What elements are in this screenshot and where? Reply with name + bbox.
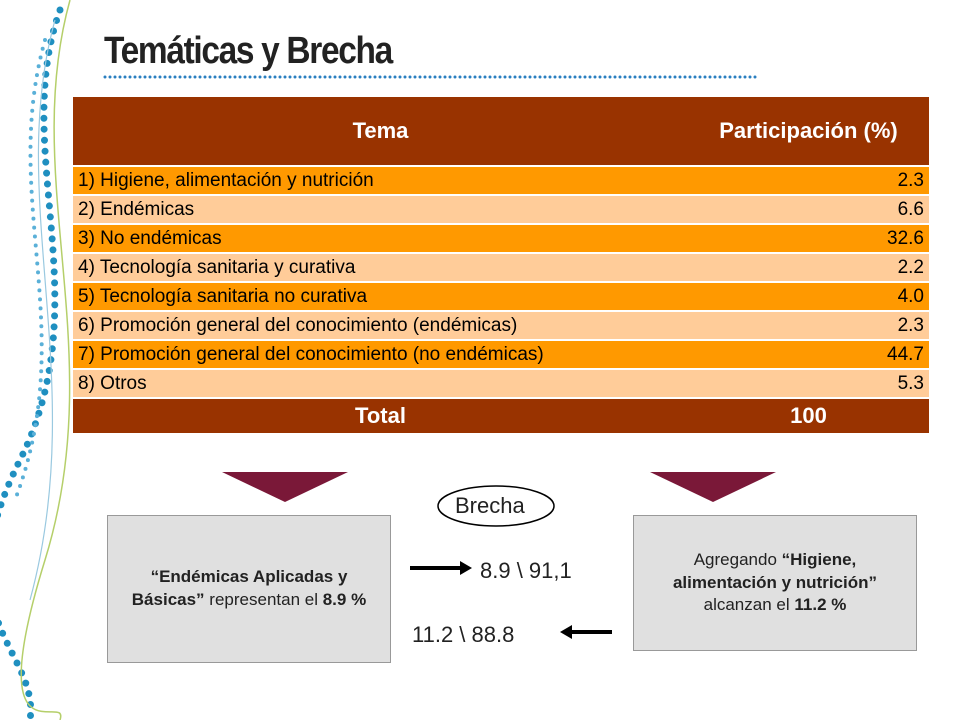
box-text: representan el — [209, 590, 318, 609]
table-row: 7) Promoción general del conocimiento (n… — [73, 341, 929, 368]
dotted-curve — [0, 6, 64, 720]
table-cell: 1) Higiene, alimentación y nutrición — [78, 169, 374, 191]
gap-ellipse — [437, 485, 555, 527]
table-header: Tema Participación (%) — [73, 97, 929, 165]
title: Temáticas y Brecha — [104, 30, 393, 72]
arrow-down — [222, 472, 348, 502]
gap-value: 8.9 \ 91,1 — [480, 558, 572, 583]
table-cell: 32.6 — [887, 227, 924, 249]
table-cell: 6) Promoción general del conocimiento (e… — [78, 314, 518, 336]
table-row: 2) Endémicas 6.6 — [73, 196, 929, 223]
table-cell: 5.3 — [897, 372, 924, 394]
table-cell: 2.2 — [897, 256, 924, 278]
total-cell: Total — [355, 403, 406, 428]
table-row: 4) Tecnología sanitaria y curativa 2.2 — [73, 254, 929, 281]
box-text-bold: “Endémicas Aplicadas y Básicas” — [131, 567, 348, 609]
table-cell: 2.3 — [897, 169, 924, 191]
box-text: “Endémicas Aplicadas y Básicas” represen… — [118, 566, 380, 612]
box-text: alcanzan el — [703, 595, 790, 615]
table-cell: 44.7 — [887, 343, 924, 365]
curve — [20, 0, 71, 720]
curve — [29, 19, 56, 601]
gap-label: Brecha — [455, 493, 525, 518]
header-cell: Participación (%) — [719, 118, 898, 143]
table-cell: 3) No endémicas — [78, 227, 222, 249]
dotted-curve — [13, 38, 47, 502]
right-box: Agregando “Higiene, alimentación y nutri… — [633, 515, 917, 651]
table-cell: 5) Tecnología sanitaria no curativa — [78, 285, 368, 307]
box-text-bold: “Higiene, alimentación y nutrición” — [672, 549, 878, 592]
table-row: 6) Promoción general del conocimiento (e… — [73, 312, 929, 339]
arrow-down — [650, 472, 776, 502]
total-cell: 100 — [790, 403, 827, 428]
table-row: 5) Tecnología sanitaria no curativa 4.0 — [73, 283, 929, 310]
table-cell: 2.3 — [897, 314, 924, 336]
header-cell: Tema — [352, 118, 409, 143]
arrow-head — [560, 625, 572, 639]
gap-value: 11.2 \ 88.8 — [412, 622, 515, 647]
box-text-bold: 8.9 % — [322, 590, 367, 609]
table: Tema Participación (%) 1) Higiene, alime… — [73, 97, 929, 435]
box-text: Agregando “Higiene, alimentación y nutri… — [644, 549, 906, 618]
table-cell: 8) Otros — [78, 372, 147, 394]
table-cell: 6.6 — [897, 198, 924, 220]
table-body: 1) Higiene, alimentación y nutrición 2.3 2… — [73, 167, 929, 397]
box-text-bold: 11.2 % — [794, 595, 847, 615]
table-cell: 7) Promoción general del conocimiento (n… — [78, 343, 544, 365]
table-row: 8) Otros 5.3 — [73, 370, 929, 397]
table-cell: 2) Endémicas — [78, 198, 195, 220]
arrow-head — [460, 561, 472, 575]
box-text: Agregando — [693, 549, 777, 569]
table-row: 1) Higiene, alimentación y nutrición 2.3 — [73, 167, 929, 194]
table-cell: 4) Tecnología sanitaria y curativa — [78, 256, 356, 278]
table-total: Total 100 — [73, 399, 929, 433]
table-row: 3) No endémicas 32.6 — [73, 225, 929, 252]
left-box: “Endémicas Aplicadas y Básicas” represen… — [107, 515, 391, 663]
table-cell: 4.0 — [897, 285, 924, 307]
